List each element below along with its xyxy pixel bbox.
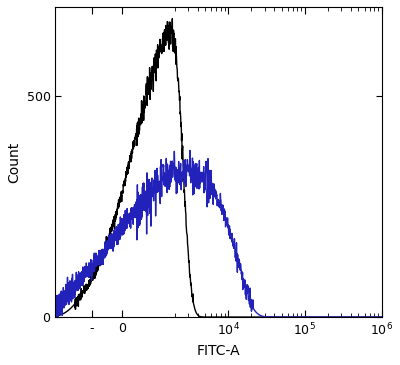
X-axis label: FITC-A: FITC-A [197,344,240,358]
Y-axis label: Count: Count [7,141,21,182]
